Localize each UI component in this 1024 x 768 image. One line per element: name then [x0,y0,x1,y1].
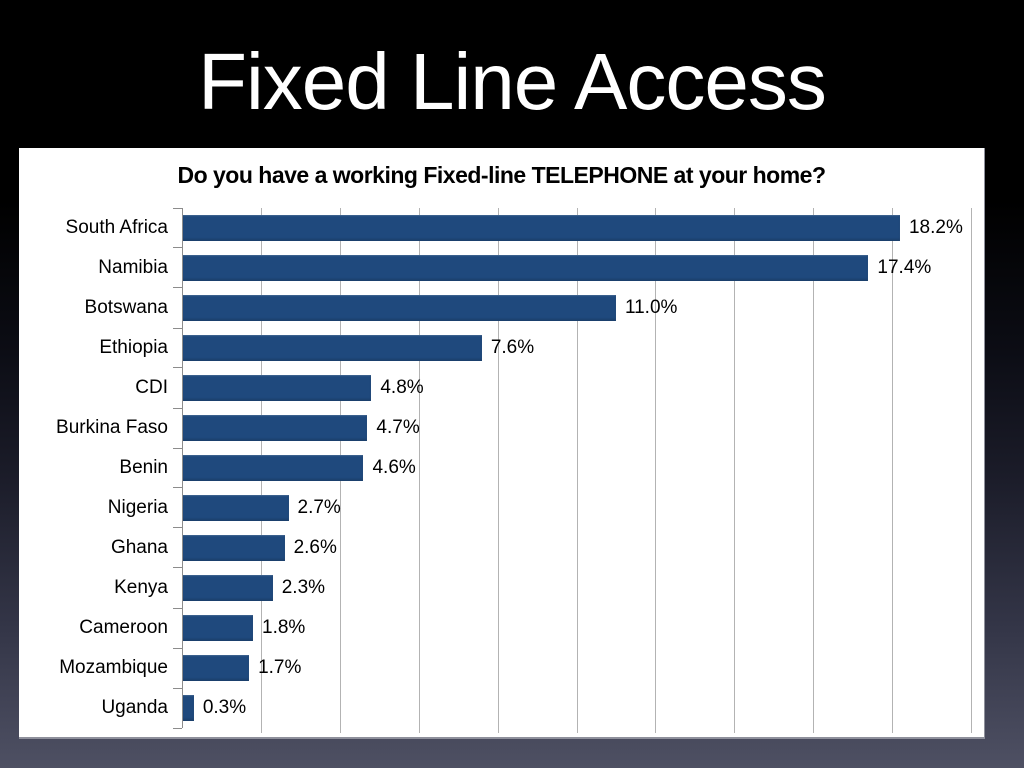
axis-tick [173,367,182,369]
bar-row: South Africa 18.2% [66,208,971,248]
bar: 11.0% [182,295,677,321]
gridline [655,208,657,734]
category-label: South Africa [65,217,168,238]
gridline [497,208,499,734]
bar-row: Ghana 2.6% [111,528,971,568]
value-label: 17.4% [877,257,932,278]
axis-tick [173,487,182,489]
gridline [971,208,972,734]
title-band: Fixed Line Access [0,0,1024,148]
y-axis-line [182,208,183,728]
axis-tick [173,247,182,249]
chart-title: Do you have a working Fixed-line TELEPHO… [177,162,826,188]
bar-row: CDI 4.8% [135,368,971,408]
category-label: Cameroon [79,617,168,638]
axis-tick [173,607,182,609]
axis-tick [173,567,182,569]
bar: 4.6% [182,455,416,481]
bar: 2.7% [182,495,341,521]
category-label: Botswana [84,297,168,318]
category-label: Ghana [110,537,168,558]
bar: 4.8% [182,375,424,401]
bar-row: Ethiopia 7.6% [99,328,971,368]
axis-tick [173,687,182,689]
bar: 7.6% [182,335,534,361]
category-label: Namibia [98,257,168,278]
value-label: 7.6% [490,337,535,358]
value-label: 1.8% [262,617,306,638]
value-label: 2.7% [297,497,341,518]
bar-row: Mozambique 1.7% [59,648,971,688]
bar-row: Kenya 2.3% [114,568,971,608]
value-label: 4.7% [376,417,420,438]
category-label: CDI [135,377,168,398]
value-label: 18.2% [908,217,963,238]
gridline [813,208,815,734]
bar-row: Burkina Faso 4.7% [56,408,971,448]
axis-tick [173,447,182,449]
bar-row: Namibia 17.4% [98,248,971,288]
bar: 4.7% [182,415,420,441]
value-label: 4.8% [380,377,424,398]
bar-row: Benin 4.6% [119,448,971,488]
axis-tick [173,727,182,729]
category-label: Mozambique [59,657,168,678]
gridline [892,208,894,734]
slide-title: Fixed Line Access [198,37,827,126]
gridline [734,208,736,734]
axis-tick [173,327,182,329]
value-label: 2.3% [281,577,326,598]
gridline [418,208,420,734]
bar: 18.2% [182,215,963,241]
bar: 1.7% [182,655,301,681]
value-label: 2.6% [293,537,337,558]
axis-tick [173,287,182,289]
bar: 17.4% [182,255,931,281]
bar: 0.3% [182,695,246,721]
bar: 1.8% [182,615,305,641]
category-label: Uganda [101,697,168,718]
plot-area: South Africa 18.2% Namibia 17.4% Botswan… [56,207,972,734]
chart-panel: Do you have a working Fixed-line TELEPHO… [19,148,985,739]
category-label: Nigeria [107,497,168,518]
axis-tick [173,407,182,409]
axis-tick [173,647,182,649]
value-label: 0.3% [202,697,247,718]
bar-row: Botswana 11.0% [85,288,971,328]
category-label: Benin [119,457,168,478]
value-label: 1.7% [258,657,302,678]
category-label: Kenya [114,577,168,598]
bar-row: Nigeria 2.7% [108,488,971,528]
category-label: Burkina Faso [56,417,168,438]
axis-tick [173,527,182,529]
bar-row: Cameroon 1.8% [79,608,971,648]
bar: 2.3% [182,575,325,601]
bar-row: Uganda 0.3% [101,688,971,728]
value-label: 4.6% [372,457,416,478]
category-label: Ethiopia [99,337,168,358]
bar: 2.6% [182,535,337,561]
axis-tick [173,207,182,209]
gridline [576,208,578,734]
value-label: 11.0% [624,297,678,318]
